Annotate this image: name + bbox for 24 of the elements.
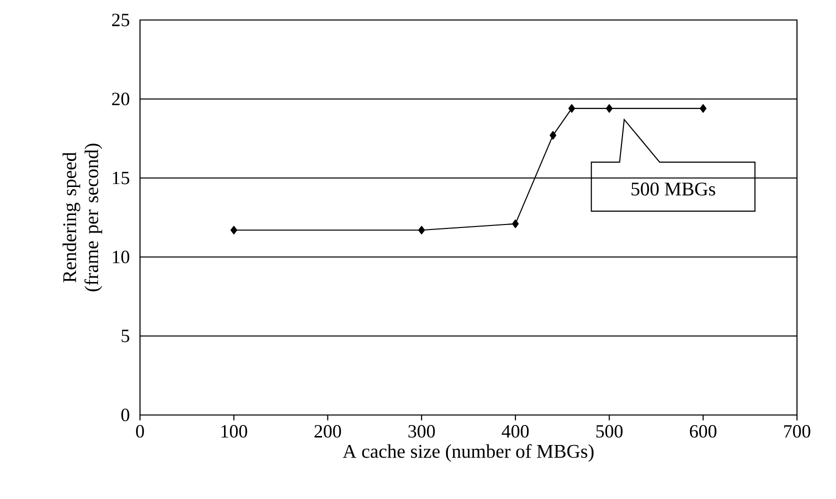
y-tick-label: 15: [112, 172, 130, 184]
x-tick-label: 600: [690, 425, 716, 438]
y-tick-label: 5: [122, 330, 130, 342]
y-axis-title: Rendering speed (frame per second): [62, 144, 102, 292]
point: [606, 104, 613, 113]
x-tick-label: 200: [314, 425, 341, 438]
x-tick-label: 500: [596, 425, 623, 438]
y-tick-label: 0: [121, 408, 130, 422]
x-axis-title: A cache size (number of MBGs): [342, 444, 594, 462]
point: [418, 226, 425, 234]
point: [568, 104, 576, 113]
x-tick-label: 0: [136, 425, 144, 438]
y-tick-label: 25: [112, 14, 130, 26]
y-tick-label: 20: [112, 92, 130, 106]
annotation: 500 MBGs: [632, 182, 716, 196]
point: [550, 131, 556, 140]
point: [230, 226, 238, 234]
x-tick-label: 700: [784, 425, 810, 438]
y-tick-label: 10: [112, 250, 130, 264]
point: [512, 220, 519, 228]
x-tick-label: 300: [408, 425, 435, 438]
x-tick-label: 100: [221, 425, 248, 438]
point: [700, 104, 706, 113]
x-tick-label: 400: [502, 425, 529, 438]
